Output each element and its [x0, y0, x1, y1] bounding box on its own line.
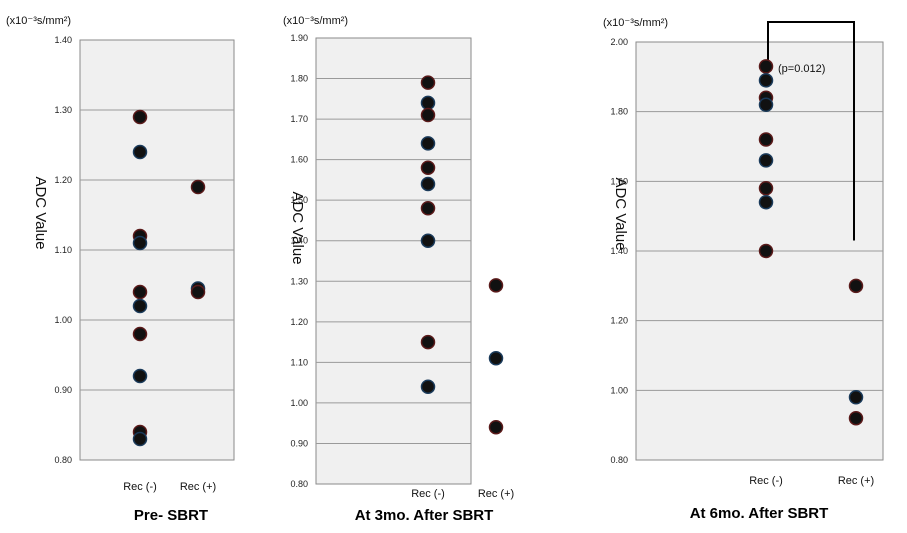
- data-point-rec-neg: [758, 132, 774, 147]
- unit-label: (x10⁻³s/mm²): [283, 15, 348, 27]
- significance-bracket: [767, 21, 855, 241]
- y-tick-label: 1.70: [290, 114, 308, 124]
- x-category-label: Rec (-): [749, 475, 783, 487]
- y-tick-label: 1.40: [54, 35, 72, 45]
- data-point-rec-pos: [488, 278, 504, 293]
- p-value-annotation: (p=0.012): [778, 63, 825, 75]
- y-tick-label: 1.10: [54, 245, 72, 255]
- data-point-rec-neg: [132, 284, 148, 300]
- unit-label: (x10⁻³s/mm²): [6, 15, 71, 27]
- data-point-rec-neg: [758, 59, 774, 74]
- data-point-rec-neg: [420, 201, 436, 216]
- data-point-rec-neg: [132, 144, 148, 160]
- y-tick-label: 0.80: [290, 479, 308, 489]
- data-point-rec-neg: [420, 75, 436, 90]
- data-point-rec-neg: [420, 136, 436, 151]
- data-point-rec-pos: [848, 278, 864, 294]
- panel-2: 0.80 0.90 1.00 1.10 1.20 1.30 1.40 1.50 1.60 1.70…: [283, 15, 514, 524]
- y-tick-label: 2.00: [610, 37, 628, 47]
- data-point-rec-neg: [420, 95, 436, 111]
- panel-title: At 3mo. After SBRT: [355, 507, 494, 524]
- y-tick-label: 1.60: [610, 176, 628, 186]
- y-tick-label: 1.20: [54, 175, 72, 185]
- y-tick-label: 1.20: [610, 316, 628, 326]
- data-point-rec-neg: [758, 153, 774, 168]
- x-category-label: Rec (+): [838, 475, 874, 487]
- y-tick-label: 0.80: [610, 455, 628, 465]
- panel-3: 0.80 1.00 1.20 1.40 1.60 1.80 2.00 (x10⁻³s/mm²)…: [603, 17, 884, 522]
- y-tick-label: 0.90: [54, 385, 72, 395]
- data-point-rec-neg: [132, 109, 148, 125]
- y-tick-label: 0.80: [54, 455, 72, 465]
- y-tick-label: 1.30: [54, 105, 72, 115]
- x-category-label: Rec (-): [123, 481, 157, 493]
- panel-1: 0.80 0.90 1.00 1.10 1.20 1.30 1.40 (x10⁻³s/mm²)…: [6, 15, 235, 524]
- x-category-label: Rec (-): [411, 488, 445, 500]
- y-tick-label: 0.90: [290, 438, 308, 448]
- y-tick-label: 1.40: [290, 236, 308, 246]
- plot-area: [315, 37, 472, 485]
- data-point-rec-neg: [420, 334, 436, 350]
- data-point-rec-neg: [758, 73, 774, 88]
- y-tick-label: 1.00: [54, 315, 72, 325]
- y-axis-label: ADC Value: [289, 191, 306, 264]
- data-point-rec-neg: [420, 107, 436, 123]
- data-point-rec-neg: [758, 97, 774, 112]
- data-point-rec-pos: [190, 284, 206, 300]
- data-point-rec-pos: [488, 351, 504, 366]
- data-point-rec-neg: [132, 298, 148, 314]
- data-point-rec-pos: [848, 410, 864, 426]
- y-tick-label: 1.30: [290, 276, 308, 286]
- y-tick-label: 1.50: [290, 195, 308, 205]
- x-category-label: Rec (+): [180, 481, 216, 493]
- data-point-rec-neg: [132, 368, 148, 384]
- y-axis-label: ADC Value: [612, 177, 629, 250]
- data-point-rec-neg: [420, 176, 436, 192]
- y-tick-label: 1.10: [290, 357, 308, 367]
- panel-title: At 6mo. After SBRT: [690, 505, 829, 522]
- y-tick-label: 1.60: [290, 155, 308, 165]
- data-point-rec-pos: [848, 390, 864, 405]
- data-point-rec-neg: [758, 243, 774, 259]
- data-point-rec-neg: [132, 431, 148, 447]
- data-point-rec-neg: [132, 235, 148, 251]
- data-point-rec-neg: [758, 181, 774, 196]
- data-point-rec-pos: [190, 179, 206, 195]
- panel-title: Pre- SBRT: [134, 507, 208, 524]
- y-tick-label: 1.00: [610, 385, 628, 395]
- data-point-rec-neg: [420, 160, 436, 175]
- y-tick-label: 1.20: [290, 317, 308, 327]
- data-point-rec-neg: [758, 194, 774, 210]
- data-point-rec-neg: [132, 326, 148, 342]
- y-tick-label: 1.90: [290, 33, 308, 43]
- unit-label: (x10⁻³s/mm²): [603, 17, 668, 29]
- y-tick-label: 1.40: [610, 246, 628, 256]
- x-category-label: Rec (+): [478, 488, 514, 500]
- data-point-rec-pos: [488, 419, 504, 435]
- y-tick-label: 1.80: [290, 74, 308, 84]
- y-tick-label: 1.80: [610, 107, 628, 117]
- data-point-rec-neg: [420, 379, 436, 394]
- data-point-rec-neg: [420, 233, 436, 248]
- y-axis-label: ADC Value: [32, 176, 49, 249]
- y-tick-label: 1.00: [290, 398, 308, 408]
